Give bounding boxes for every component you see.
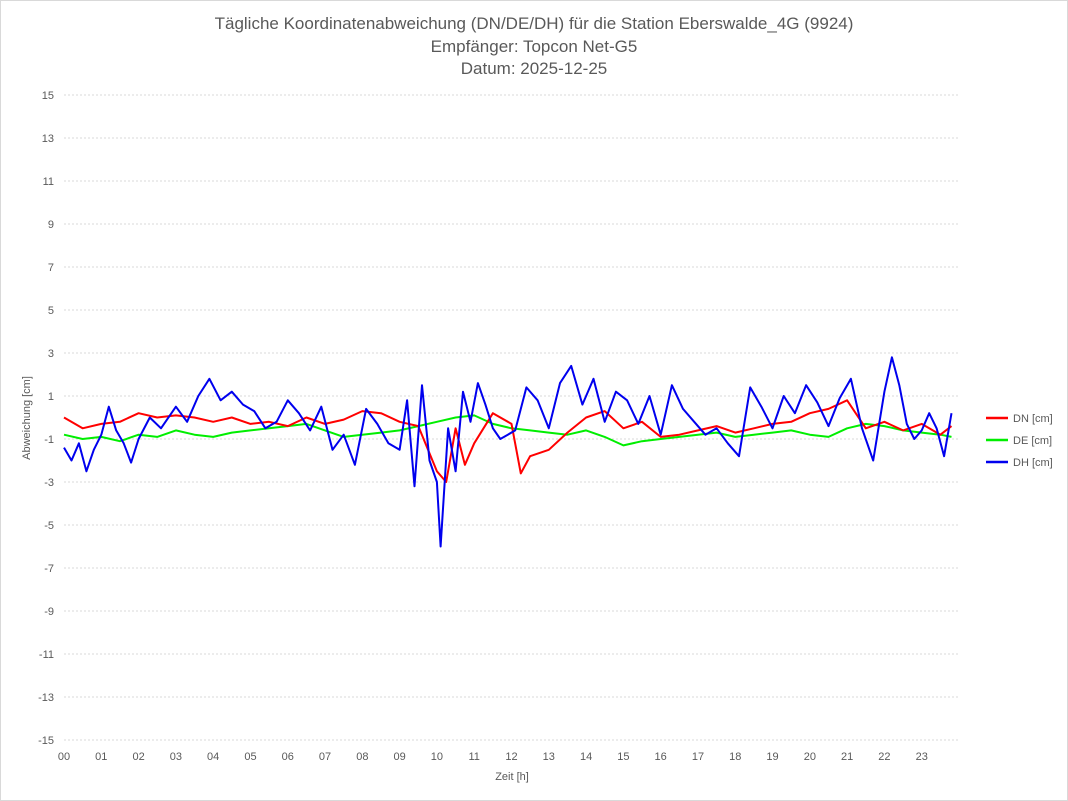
x-tick-label: 16 xyxy=(655,751,667,763)
y-tick-label: 9 xyxy=(48,219,54,231)
series-lines xyxy=(63,356,953,548)
legend-label: DE [cm] xyxy=(1013,435,1052,447)
x-axis-ticks: 00 01 02 03 04 05 06 07 08 09 10 11 12 13 14 15 16 17 18 19… xyxy=(58,751,928,763)
x-tick-label: 00 xyxy=(58,751,70,763)
series-line-dn xyxy=(63,399,953,483)
y-tick-label: -15 xyxy=(38,735,54,747)
x-tick-label: 20 xyxy=(804,751,816,763)
y-tick-label: 15 xyxy=(42,90,54,102)
y-tick-label: 7 xyxy=(48,262,54,274)
x-tick-label: 08 xyxy=(356,751,368,763)
x-tick-label: 07 xyxy=(319,751,331,763)
series-line-de xyxy=(63,414,952,447)
series-line-dh xyxy=(63,356,953,548)
x-tick-label: 23 xyxy=(916,751,928,763)
y-tick-label: -11 xyxy=(39,649,54,661)
x-tick-label: 13 xyxy=(543,751,555,763)
x-tick-label: 22 xyxy=(878,751,890,763)
y-tick-label: -3 xyxy=(44,477,54,489)
x-tick-label: 03 xyxy=(170,751,182,763)
chart-title-line-2: Empfänger: Topcon Net-G5 xyxy=(431,37,638,56)
x-axis-label: Zeit [h] xyxy=(495,771,529,783)
legend-label: DH [cm] xyxy=(1013,457,1053,469)
y-tick-label: 3 xyxy=(48,348,54,360)
x-tick-label: 02 xyxy=(132,751,144,763)
y-axis-label: Abweichung [cm] xyxy=(21,376,33,460)
x-tick-label: 11 xyxy=(468,751,479,763)
y-tick-label: 11 xyxy=(43,176,54,188)
x-tick-label: 18 xyxy=(729,751,741,763)
y-tick-label: -7 xyxy=(44,563,54,575)
y-tick-label: 5 xyxy=(48,305,54,317)
gridlines xyxy=(64,94,959,741)
x-tick-label: 06 xyxy=(282,751,294,763)
x-tick-label: 01 xyxy=(95,751,107,763)
chart-title-group: Tägliche Koordinatenabweichung (DN/DE/DH… xyxy=(215,14,854,78)
chart-title-line-1: Tägliche Koordinatenabweichung (DN/DE/DH… xyxy=(215,14,854,33)
legend-label: DN [cm] xyxy=(1013,413,1053,425)
x-tick-label: 14 xyxy=(580,751,592,763)
x-tick-label: 17 xyxy=(692,751,704,763)
chart-title-line-3: Datum: 2025-12-25 xyxy=(461,59,607,78)
x-tick-label: 12 xyxy=(505,751,517,763)
x-tick-label: 19 xyxy=(766,751,778,763)
y-tick-label: 1 xyxy=(48,391,54,403)
y-tick-label: -5 xyxy=(44,520,54,532)
x-tick-label: 10 xyxy=(431,751,443,763)
y-axis-ticks: 15 13 11 9 7 5 3 1 -1 -3 -5 -7 -9 -11 -13 -15 xyxy=(38,90,54,747)
x-tick-label: 09 xyxy=(394,751,406,763)
legend: DN [cm] DE [cm] DH [cm] xyxy=(986,413,1053,469)
x-tick-label: 05 xyxy=(244,751,256,763)
y-tick-label: -13 xyxy=(38,692,54,704)
y-tick-label: 13 xyxy=(42,133,54,145)
y-tick-label: -1 xyxy=(44,434,54,446)
x-tick-label: 15 xyxy=(617,751,629,763)
x-tick-label: 21 xyxy=(841,751,853,763)
y-tick-label: -9 xyxy=(44,606,54,618)
x-tick-label: 04 xyxy=(207,751,219,763)
